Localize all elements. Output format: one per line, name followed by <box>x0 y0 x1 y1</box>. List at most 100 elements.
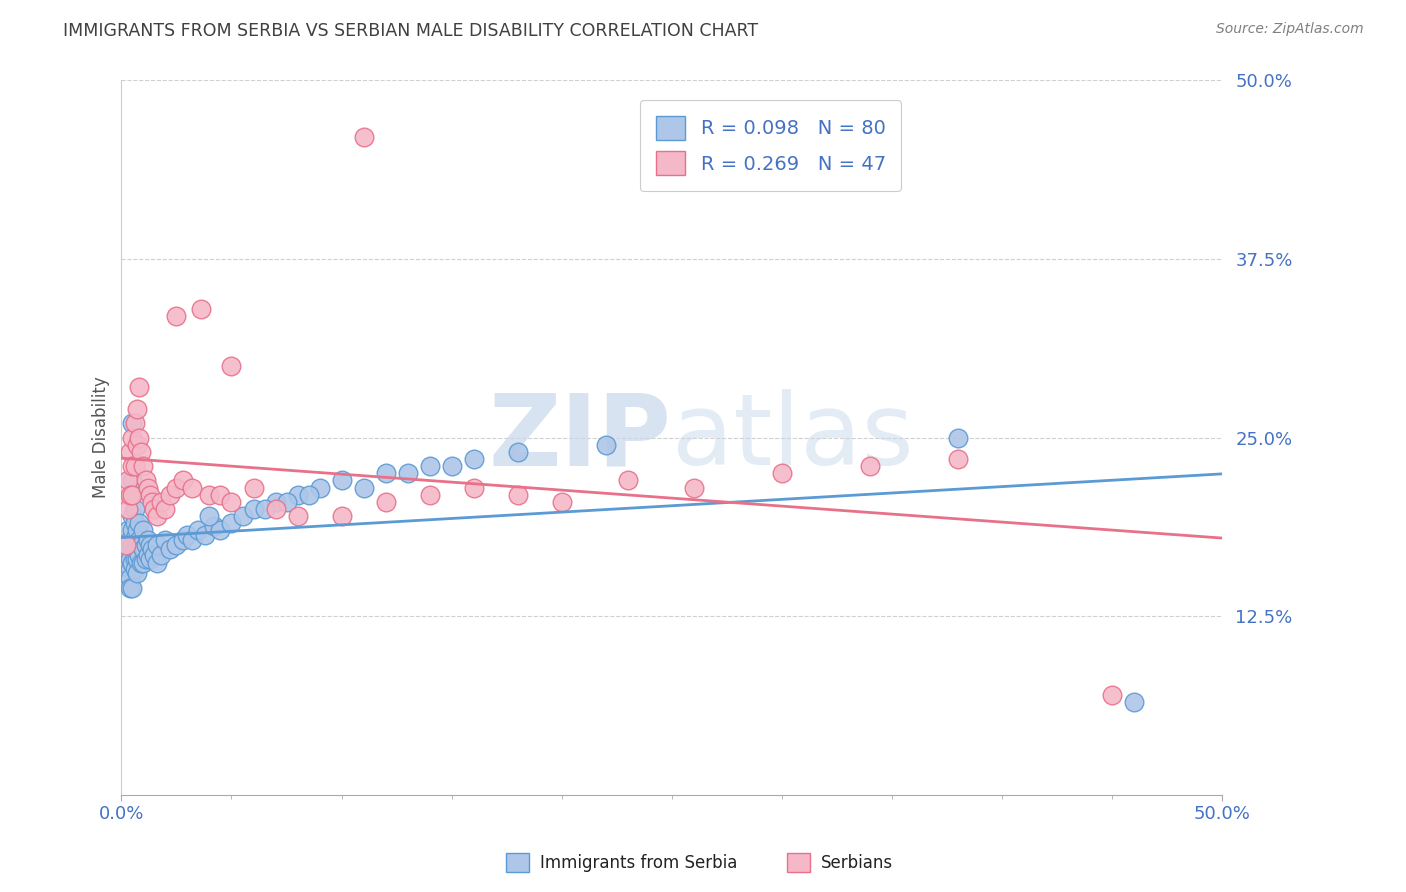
Point <box>150 548 173 562</box>
Point <box>187 524 209 538</box>
Y-axis label: Male Disability: Male Disability <box>93 376 110 499</box>
Point <box>121 581 143 595</box>
Point <box>287 488 309 502</box>
Point <box>117 566 139 581</box>
Point <box>145 538 167 552</box>
Point <box>506 488 529 502</box>
Point <box>120 488 142 502</box>
Point <box>115 566 138 581</box>
Point <box>139 488 162 502</box>
Point <box>125 538 148 552</box>
Point <box>353 481 375 495</box>
Point <box>124 502 146 516</box>
Point <box>166 481 188 495</box>
Point <box>595 438 617 452</box>
Point <box>117 548 139 562</box>
Point <box>180 533 202 548</box>
Point <box>616 474 638 488</box>
Point <box>396 467 419 481</box>
Point <box>139 538 162 552</box>
Point <box>209 488 232 502</box>
Point <box>129 538 152 552</box>
Point <box>221 495 243 509</box>
Point <box>242 481 264 495</box>
Point <box>117 502 139 516</box>
Point <box>115 538 138 552</box>
Point <box>120 552 142 566</box>
Point <box>145 557 167 571</box>
Point <box>121 538 143 552</box>
Point <box>136 548 159 562</box>
Point <box>946 452 969 467</box>
Point <box>117 557 139 571</box>
Point <box>155 533 177 548</box>
Point <box>128 516 150 531</box>
Text: ZIP: ZIP <box>489 389 672 486</box>
Point <box>190 301 212 316</box>
Point <box>132 557 155 571</box>
Point <box>124 516 146 531</box>
Point <box>374 495 396 509</box>
Text: Serbians: Serbians <box>821 854 893 871</box>
Point <box>128 430 150 444</box>
Point <box>121 474 143 488</box>
Point <box>135 538 157 552</box>
Point <box>330 509 353 524</box>
Point <box>770 467 793 481</box>
Point <box>132 459 155 474</box>
Point <box>121 488 143 502</box>
Point <box>419 459 441 474</box>
Point <box>135 474 157 488</box>
Point <box>463 481 485 495</box>
Point <box>121 459 143 474</box>
Point <box>308 481 330 495</box>
Point <box>374 467 396 481</box>
Point <box>117 524 139 538</box>
Point <box>1101 688 1123 702</box>
Point <box>121 557 143 571</box>
Point <box>172 474 194 488</box>
Point <box>120 581 142 595</box>
Point <box>297 488 319 502</box>
Point <box>198 488 221 502</box>
Point <box>124 542 146 557</box>
Point <box>124 459 146 474</box>
Point <box>166 538 188 552</box>
Point <box>117 474 139 488</box>
Point <box>120 445 142 459</box>
Point <box>180 481 202 495</box>
Point <box>120 562 142 576</box>
Point <box>166 309 188 323</box>
Point <box>128 533 150 548</box>
Point <box>440 459 463 474</box>
Point <box>141 495 163 509</box>
Point <box>120 571 142 585</box>
Point <box>128 380 150 394</box>
Point <box>202 519 225 533</box>
Point <box>682 481 704 495</box>
Point <box>121 488 143 502</box>
Point <box>419 488 441 502</box>
Point <box>145 509 167 524</box>
Point <box>124 552 146 566</box>
Point <box>141 542 163 557</box>
Point <box>124 531 146 545</box>
Point <box>129 557 152 571</box>
Point <box>276 495 298 509</box>
Point <box>159 542 181 557</box>
Point <box>231 509 253 524</box>
Point <box>143 502 166 516</box>
Point <box>550 495 572 509</box>
Point <box>115 538 138 552</box>
Point <box>264 502 287 516</box>
Point <box>176 528 198 542</box>
Point <box>172 533 194 548</box>
Legend: R = 0.098   N = 80, R = 0.269   N = 47: R = 0.098 N = 80, R = 0.269 N = 47 <box>640 101 901 191</box>
Point <box>946 430 969 444</box>
Point <box>128 548 150 562</box>
Text: Immigrants from Serbia: Immigrants from Serbia <box>540 854 737 871</box>
Point <box>143 548 166 562</box>
Point <box>132 542 155 557</box>
Point <box>330 474 353 488</box>
Text: atlas: atlas <box>672 389 914 486</box>
